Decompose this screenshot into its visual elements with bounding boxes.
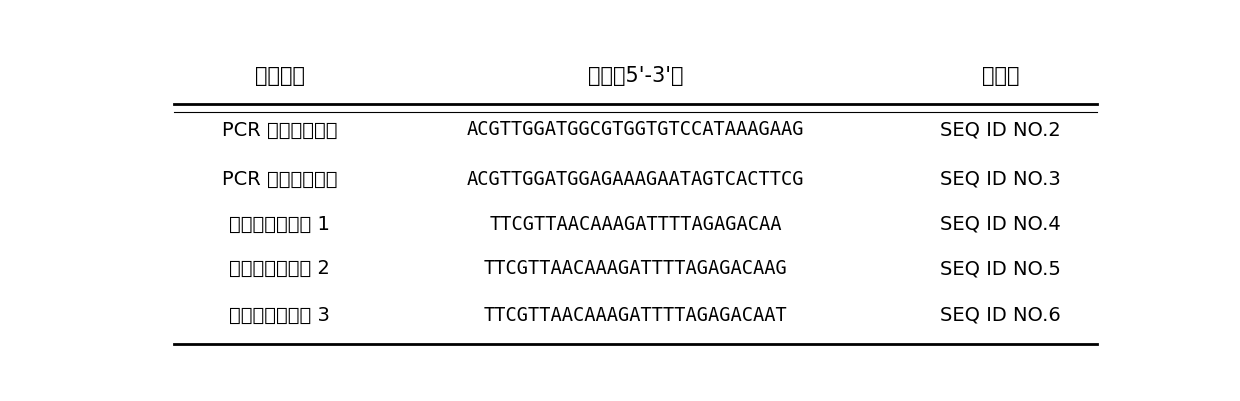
- Text: PCR 扩増下游引物: PCR 扩増下游引物: [222, 170, 337, 189]
- Text: SEQ ID NO.5: SEQ ID NO.5: [940, 259, 1061, 278]
- Text: 序列表: 序列表: [982, 66, 1019, 86]
- Text: SEQ ID NO.3: SEQ ID NO.3: [940, 170, 1061, 189]
- Text: SEQ ID NO.2: SEQ ID NO.2: [940, 120, 1061, 140]
- Text: PCR 扩増上游引物: PCR 扩増上游引物: [222, 120, 337, 140]
- Text: 单碳基延伸引物 2: 单碳基延伸引物 2: [229, 259, 330, 278]
- Text: 序列（5'-3'）: 序列（5'-3'）: [588, 66, 683, 86]
- Text: ACGTTGGATGGAGAAAGAATAGTCACTTCG: ACGTTGGATGGAGAAAGAATAGTCACTTCG: [466, 170, 805, 189]
- Text: SEQ ID NO.4: SEQ ID NO.4: [940, 215, 1061, 234]
- Text: TTCGTTAACAAAGATTTTAGAGACAA: TTCGTTAACAAAGATTTTAGAGACAA: [490, 215, 781, 234]
- Text: 单碳基延伸引物 1: 单碳基延伸引物 1: [229, 215, 330, 234]
- Text: TTCGTTAACAAAGATTTTAGAGACAAT: TTCGTTAACAAAGATTTTAGAGACAAT: [484, 306, 787, 325]
- Text: SEQ ID NO.6: SEQ ID NO.6: [940, 306, 1061, 325]
- Text: 引物名称: 引物名称: [255, 66, 305, 86]
- Text: 单碳基延伸引物 3: 单碳基延伸引物 3: [229, 306, 330, 325]
- Text: TTCGTTAACAAAGATTTTAGAGACAAG: TTCGTTAACAAAGATTTTAGAGACAAG: [484, 259, 787, 278]
- Text: ACGTTGGATGGCGTGGTGTCCATAAAGAAG: ACGTTGGATGGCGTGGTGTCCATAAAGAAG: [466, 120, 805, 140]
